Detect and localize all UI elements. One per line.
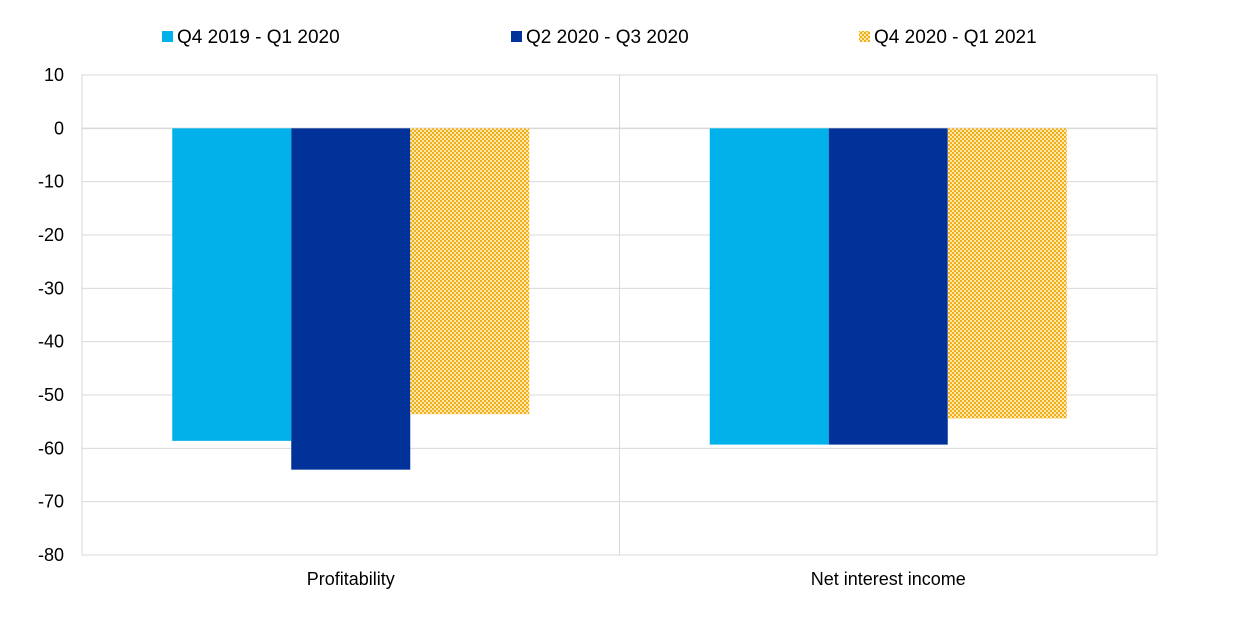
plot-frame bbox=[81, 74, 1158, 556]
legend: Q4 2019 - Q1 2020 Q2 2020 - Q3 2020 Q4 202… bbox=[162, 27, 1037, 48]
bar-net-interest-income-q4-2020-q1-2021 bbox=[947, 128, 1067, 419]
bar-net-interest-income-q2-2020-q3-2020 bbox=[828, 128, 948, 445]
bar-net-interest-income-q4-2019-q1-2020 bbox=[709, 128, 829, 445]
y-tick-label: -50 bbox=[38, 385, 64, 405]
y-tick-label: -40 bbox=[38, 332, 64, 352]
y-tick-label: -80 bbox=[38, 545, 64, 565]
bar-profitability-q2-2020-q3-2020 bbox=[291, 128, 411, 470]
legend-swatch-q4-2019-q1-2020 bbox=[162, 31, 173, 42]
y-axis: 10 0 -10 -20 -30 -40 -50 -60 -70 -80 bbox=[38, 65, 64, 565]
bar-profitability-q4-2020-q1-2021 bbox=[410, 128, 530, 415]
bar-profitability-q4-2019-q1-2020 bbox=[172, 128, 292, 441]
y-tick-label: 10 bbox=[44, 65, 64, 85]
legend-swatch-q2-2020-q3-2020 bbox=[511, 31, 522, 42]
y-tick-label: -10 bbox=[38, 172, 64, 192]
x-tick-label-net-interest-income: Net interest income bbox=[811, 569, 966, 589]
y-tick-label: -60 bbox=[38, 438, 64, 458]
legend-label-q4-2019-q1-2020: Q4 2019 - Q1 2020 bbox=[177, 27, 340, 48]
bars bbox=[172, 128, 1067, 470]
x-tick-label-profitability: Profitability bbox=[307, 569, 395, 589]
legend-label-q4-2020-q1-2021: Q4 2020 - Q1 2021 bbox=[874, 27, 1037, 48]
y-tick-label: -30 bbox=[38, 278, 64, 298]
x-axis: Profitability Net interest income bbox=[307, 569, 966, 589]
y-tick-label: -70 bbox=[38, 492, 64, 512]
y-tick-label: -20 bbox=[38, 225, 64, 245]
legend-swatch-q4-2020-q1-2021 bbox=[859, 31, 870, 42]
y-tick-label: 0 bbox=[54, 118, 64, 138]
legend-label-q2-2020-q3-2020: Q2 2020 - Q3 2020 bbox=[526, 27, 689, 48]
